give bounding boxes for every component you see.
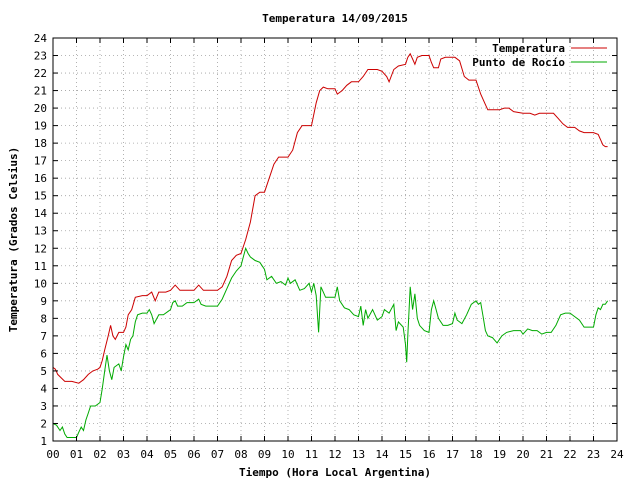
y-tick-label: 15 <box>34 190 47 203</box>
x-tick-label: 04 <box>140 448 154 461</box>
series-line-1 <box>52 246 609 438</box>
x-tick-label: 00 <box>46 448 59 461</box>
y-tick-label: 20 <box>34 102 47 115</box>
x-tick-label: 22 <box>563 448 576 461</box>
x-tick-label: 09 <box>258 448 271 461</box>
x-tick-label: 21 <box>540 448 553 461</box>
y-tick-label: 3 <box>40 400 47 413</box>
x-tick-label: 08 <box>234 448 247 461</box>
x-tick-label: 01 <box>70 448 83 461</box>
y-tick-label: 23 <box>34 50 47 63</box>
x-tick-label: 15 <box>399 448 412 461</box>
x-tick-label: 11 <box>305 448 318 461</box>
x-tick-label: 24 <box>610 448 624 461</box>
x-tick-label: 03 <box>117 448 130 461</box>
y-tick-label: 1 <box>40 435 47 448</box>
y-tick-label: 11 <box>34 260 47 273</box>
y-tick-label: 5 <box>40 365 47 378</box>
x-tick-label: 18 <box>469 448 482 461</box>
chart-title: Temperatura 14/09/2015 <box>262 12 408 25</box>
x-tick-label: 02 <box>93 448 106 461</box>
x-tick-label: 20 <box>516 448 529 461</box>
series-line-0 <box>52 52 608 384</box>
y-tick-label: 21 <box>34 85 47 98</box>
x-axis-label: Tiempo (Hora Local Argentina) <box>239 466 431 479</box>
y-tick-label: 18 <box>34 137 47 150</box>
y-tick-label: 14 <box>34 207 48 220</box>
x-tick-label: 07 <box>211 448 224 461</box>
grid <box>53 38 617 441</box>
y-tick-label: 9 <box>40 295 47 308</box>
axis-ticks: 00 01 02 03 04 05 06 07 08 09 10 11 12 13 14 15 16 17 18 19… <box>34 32 624 461</box>
y-tick-label: 17 <box>34 155 47 168</box>
x-tick-label: 17 <box>446 448 459 461</box>
legend-label-temperatura: Temperatura <box>492 42 565 55</box>
x-tick-label: 14 <box>375 448 389 461</box>
legend: Temperatura Punto de Rocío <box>472 42 607 69</box>
y-tick-label: 7 <box>40 330 47 343</box>
y-tick-label: 6 <box>40 347 47 360</box>
legend-label-punto-de-rocio: Punto de Rocío <box>472 56 565 69</box>
y-tick-label: 2 <box>40 417 47 430</box>
x-tick-label: 10 <box>281 448 294 461</box>
y-tick-label: 10 <box>34 277 47 290</box>
y-tick-label: 22 <box>34 67 47 80</box>
x-tick-label: 06 <box>187 448 200 461</box>
y-tick-label: 4 <box>40 382 47 395</box>
y-axis-label: Temperatura (Grados Celsius) <box>7 147 20 332</box>
x-tick-label: 19 <box>493 448 506 461</box>
series-layer <box>52 52 609 438</box>
y-tick-label: 8 <box>40 312 47 325</box>
y-tick-label: 12 <box>34 242 47 255</box>
x-tick-label: 23 <box>587 448 600 461</box>
x-tick-label: 05 <box>164 448 177 461</box>
y-tick-label: 24 <box>34 32 48 45</box>
y-tick-label: 16 <box>34 172 47 185</box>
x-tick-label: 13 <box>352 448 365 461</box>
x-tick-label: 16 <box>422 448 435 461</box>
x-tick-label: 12 <box>328 448 341 461</box>
y-tick-label: 19 <box>34 120 47 133</box>
y-tick-label: 13 <box>34 225 47 238</box>
